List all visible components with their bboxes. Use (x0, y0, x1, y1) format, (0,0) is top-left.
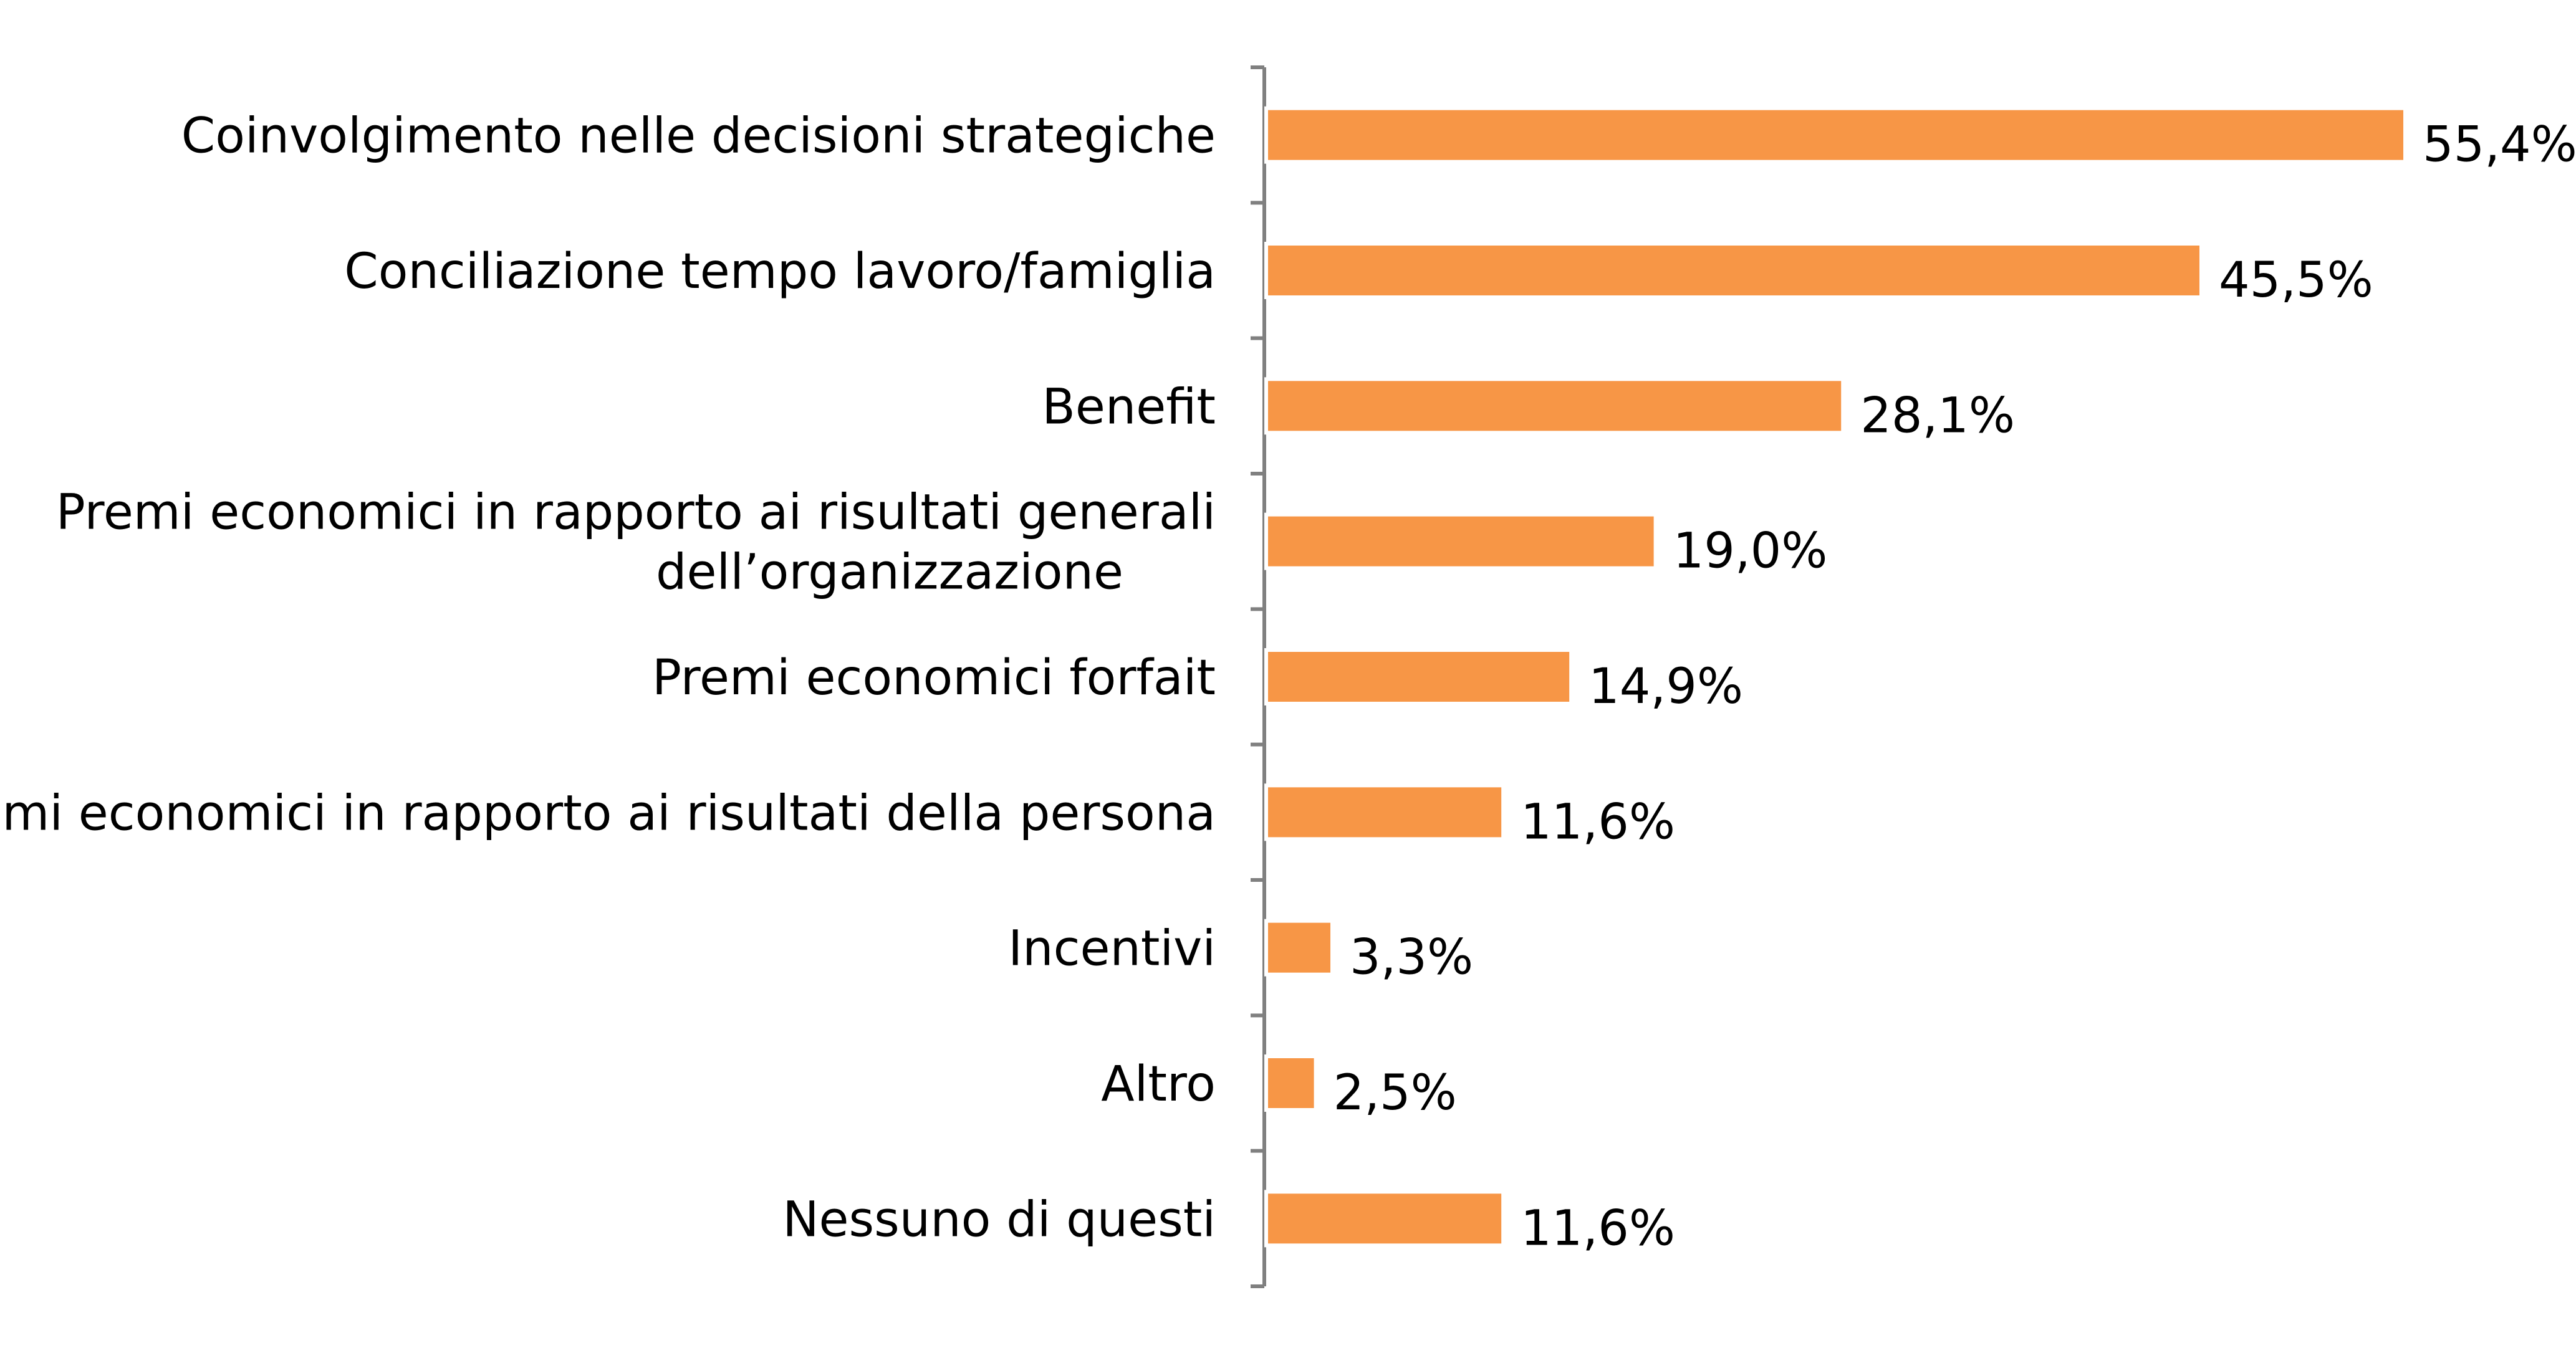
bar (1264, 783, 1506, 841)
category-label-line: Incentivi (1008, 921, 1216, 977)
value-label: 55,4% (2423, 117, 2576, 173)
category-label: Premi economici forfait (652, 650, 1216, 706)
category-label-line: Premi economici forfait (652, 650, 1216, 706)
category-label-line: Premi economici in rapporto ai risultati… (56, 485, 1216, 541)
bar (1264, 919, 1335, 977)
category-label: Premi economici in rapporto ai risultati… (56, 485, 1216, 601)
value-label: 14,9% (1588, 659, 1743, 715)
category-label-line: Altro (1101, 1056, 1216, 1112)
value-label: 3,3% (1350, 930, 1473, 986)
category-label: Incentivi (1008, 921, 1216, 977)
bars-group (1264, 106, 2407, 1248)
value-label: 19,0% (1673, 523, 1828, 580)
bar (1264, 377, 1845, 435)
bar (1264, 1054, 1318, 1112)
category-label: Conciliazione tempo lavoro/famiglia (344, 244, 1216, 300)
category-label-line: Conciliazione tempo lavoro/famiglia (344, 244, 1216, 300)
category-label: Benefit (1042, 379, 1216, 435)
value-label: 28,1% (1860, 388, 2015, 444)
y-axis-ticks (1251, 65, 1264, 1288)
category-label: Coinvolgimento nelle decisioni strategic… (181, 108, 1216, 165)
bar (1264, 242, 2203, 299)
value-label: 11,6% (1521, 1200, 1675, 1256)
category-label-line: dell’organizzazione (656, 545, 1123, 601)
bar (1264, 1190, 1506, 1248)
value-label: 11,6% (1521, 794, 1675, 850)
bar (1264, 106, 2407, 164)
category-label-line: Premi economici in rapporto ai risultati… (0, 785, 1216, 841)
bar (1264, 648, 1574, 705)
category-label-line: Benefit (1042, 379, 1216, 435)
category-labels: Coinvolgimento nelle decisioni strategic… (0, 108, 1216, 1248)
category-label: Premi economici in rapporto ai risultati… (0, 785, 1216, 841)
value-label: 45,5% (2219, 252, 2373, 308)
category-label-line: Coinvolgimento nelle decisioni strategic… (181, 108, 1216, 165)
value-label: 2,5% (1334, 1065, 1457, 1121)
value-labels: 55,4% 45,5% 28,1% 19,0% 14,9% 11,6% 3,3% 2,5% 11… (1334, 117, 2576, 1257)
category-label-line: Nessuno di questi (782, 1192, 1216, 1248)
category-label: Nessuno di questi (782, 1192, 1216, 1248)
bar (1264, 512, 1658, 570)
category-label: Altro (1101, 1056, 1216, 1112)
